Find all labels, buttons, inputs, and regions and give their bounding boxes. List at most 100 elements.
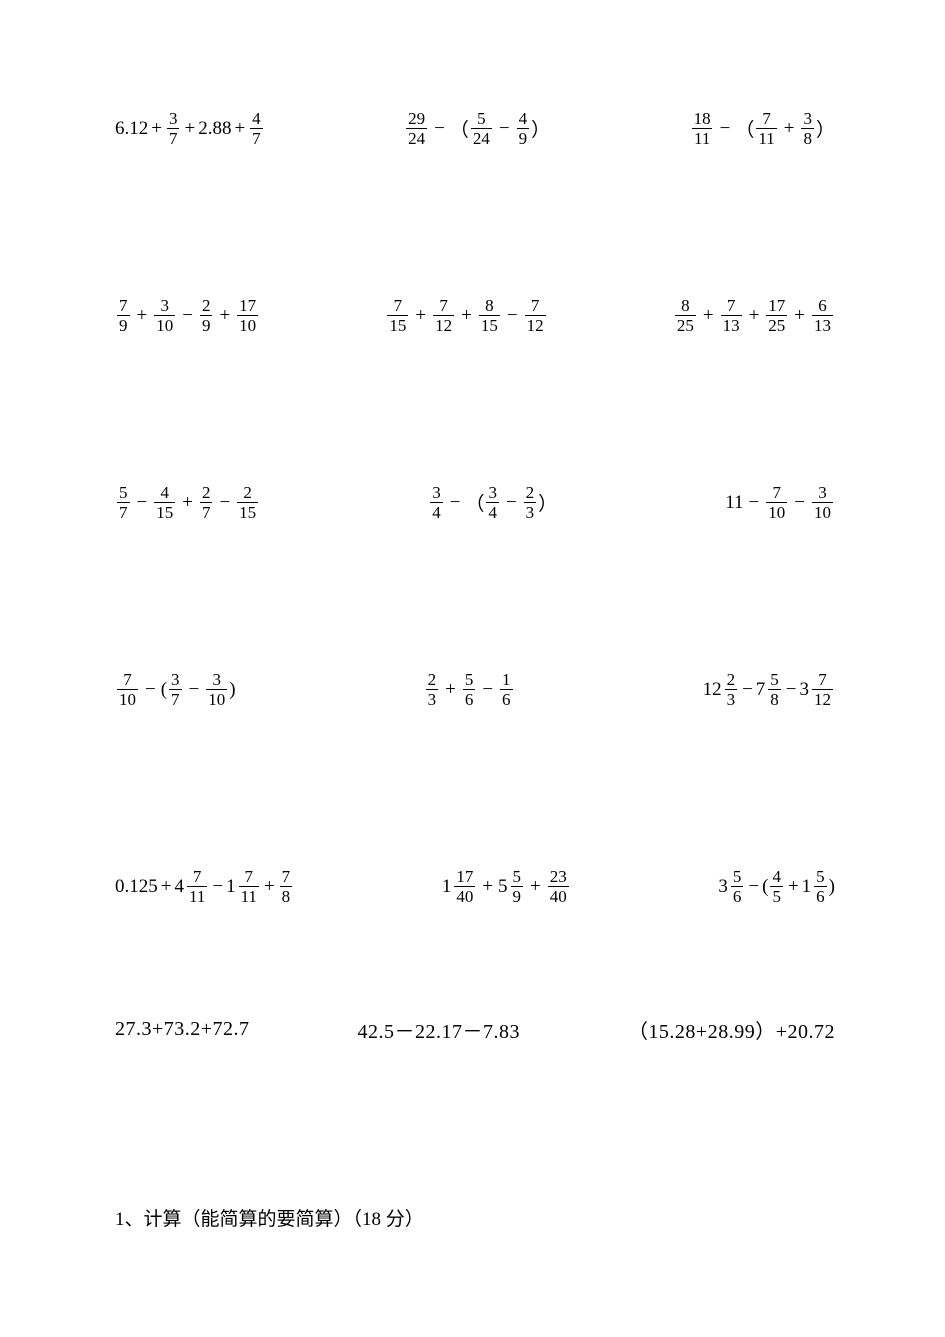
operator: −	[219, 492, 230, 514]
fraction-denominator: 25	[766, 315, 787, 334]
fraction-numerator: 7	[760, 110, 773, 128]
fraction: 79	[117, 297, 130, 334]
fraction: 59	[511, 868, 524, 905]
fraction: 711	[239, 868, 259, 905]
problem-row-1: 6.12+37+2.88+47 2924−（524−49） 1811−（711+…	[115, 110, 835, 147]
fraction-denominator: 15	[237, 502, 258, 521]
fraction-numerator: 7	[725, 297, 738, 315]
fraction: 34	[430, 484, 443, 521]
operator: −	[137, 492, 148, 514]
fraction-denominator: 6	[463, 689, 476, 708]
fraction-denominator: 10	[117, 689, 138, 708]
worksheet-page: 6.12+37+2.88+47 2924−（524−49） 1811−（711+…	[0, 0, 945, 1337]
operator: +	[784, 118, 795, 140]
fraction-denominator: 13	[721, 315, 742, 334]
mixed-whole: 5	[498, 876, 508, 898]
fraction-numerator: 2	[524, 484, 537, 502]
operator: +	[445, 679, 456, 701]
operator: +	[264, 876, 275, 898]
operator: −	[482, 679, 493, 701]
parenthesis: ）	[538, 489, 557, 516]
fraction: 23	[725, 671, 738, 708]
fraction: 37	[167, 110, 180, 147]
fraction-denominator: 6	[814, 886, 827, 905]
plain-expression: 42.5－22.17－7.83	[358, 1015, 521, 1044]
fraction-denominator: 11	[239, 886, 259, 905]
fraction: 1710	[237, 297, 258, 334]
fraction: 45	[770, 868, 783, 905]
fraction: 215	[237, 484, 258, 521]
fraction: 710	[117, 671, 138, 708]
fraction: 23	[426, 671, 439, 708]
fraction-denominator: 6	[731, 886, 744, 905]
fraction-numerator: 7	[437, 297, 450, 315]
fraction: 49	[517, 110, 530, 147]
fraction-numerator: 5	[768, 671, 781, 689]
fraction: 715	[387, 297, 408, 334]
fraction-numerator: 17	[454, 868, 475, 886]
fraction-numerator: 7	[771, 484, 784, 502]
fraction-denominator: 7	[167, 128, 180, 147]
operator: +	[161, 876, 172, 898]
fraction-numerator: 7	[392, 297, 405, 315]
operator: −	[145, 679, 156, 701]
mixed-number: 4711	[174, 868, 209, 905]
parenthesis: （	[735, 115, 754, 142]
operator: +	[788, 876, 799, 898]
mixed-whole: 1	[442, 876, 452, 898]
fraction-denominator: 40	[548, 886, 569, 905]
fraction-numerator: 6	[816, 297, 829, 315]
number: 2.88	[198, 118, 231, 140]
fraction-numerator: 3	[169, 671, 182, 689]
fraction-numerator: 3	[430, 484, 443, 502]
fraction-numerator: 29	[406, 110, 427, 128]
fraction: 1740	[454, 868, 475, 905]
mixed-number: 1223	[703, 671, 740, 708]
fraction-numerator: 7	[816, 671, 829, 689]
fraction-denominator: 9	[200, 315, 213, 334]
fraction-numerator: 1	[500, 671, 513, 689]
operator: +	[234, 118, 245, 140]
fraction-denominator: 11	[692, 128, 712, 147]
fraction: 815	[479, 297, 500, 334]
expression: 57−415+27−215	[115, 484, 260, 521]
fraction: 613	[812, 297, 833, 334]
expression: 34−（34−23）	[428, 484, 557, 521]
fraction: 2924	[406, 110, 427, 147]
fraction-denominator: 24	[471, 128, 492, 147]
fraction-denominator: 10	[237, 315, 258, 334]
plain-expression: 27.3+73.2+72.7	[115, 1018, 250, 1041]
fraction: 38	[801, 110, 814, 147]
fraction: 713	[721, 297, 742, 334]
fraction: 16	[500, 671, 513, 708]
problem-row-3: 57−415+27−215 34−（34−23） 11−710−310	[115, 484, 835, 521]
mixed-number: 559	[498, 868, 525, 905]
fraction-denominator: 3	[725, 689, 738, 708]
fraction-numerator: 4	[517, 110, 530, 128]
fraction-numerator: 23	[548, 868, 569, 886]
fraction: 37	[169, 671, 182, 708]
fraction-denominator: 7	[117, 502, 130, 521]
operator: +	[749, 305, 760, 327]
fraction-numerator: 8	[483, 297, 496, 315]
fraction-numerator: 5	[511, 868, 524, 886]
expression: （15.28+28.99）+20.72	[628, 1015, 835, 1044]
operator: −	[720, 118, 731, 140]
fraction-numerator: 4	[770, 868, 783, 886]
fraction: 415	[154, 484, 175, 521]
fraction-denominator: 5	[770, 886, 783, 905]
problem-row-4: 710−(37−310) 23+56−16 1223−758−3712	[115, 671, 835, 708]
expression: 23+56−16	[424, 671, 515, 708]
operator: −	[794, 492, 805, 514]
fraction: 23	[524, 484, 537, 521]
fraction: 56	[463, 671, 476, 708]
fraction-denominator: 12	[525, 315, 546, 334]
fraction-numerator: 3	[816, 484, 829, 502]
fraction-denominator: 4	[430, 502, 443, 521]
parenthesis: (	[762, 876, 768, 898]
mixed-number: 1711	[226, 868, 261, 905]
fraction: 712	[433, 297, 454, 334]
expression: 42.5－22.17－7.83	[358, 1015, 521, 1044]
expression: 11740+559+2340	[442, 868, 571, 905]
fraction: 712	[812, 671, 833, 708]
